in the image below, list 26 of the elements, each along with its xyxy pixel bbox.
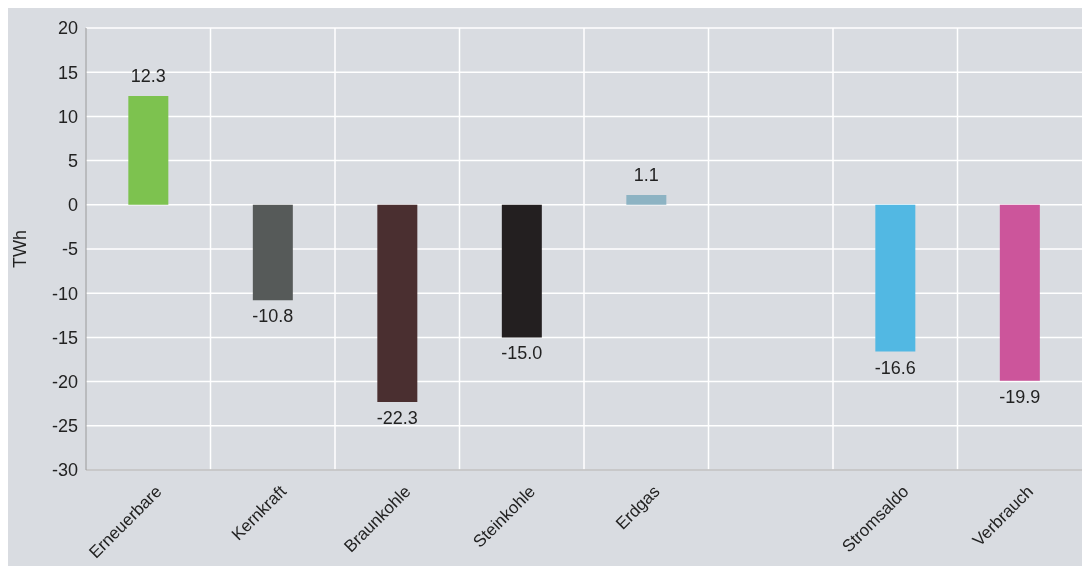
data-label: -16.6: [874, 357, 916, 378]
y-tick-label: -30: [51, 460, 78, 481]
y-tick-label: -5: [61, 239, 78, 260]
data-label: 1.1: [633, 165, 659, 186]
bar: [626, 195, 667, 205]
y-tick-label: -10: [51, 283, 78, 304]
bar: [501, 204, 542, 338]
y-tick-label: -20: [51, 371, 78, 392]
y-tick-label: -15: [51, 327, 78, 348]
bar: [875, 204, 916, 352]
bar: [377, 204, 418, 402]
data-label: -15.0: [501, 343, 543, 364]
data-label: -22.3: [376, 407, 418, 428]
data-label: -10.8: [252, 306, 294, 327]
y-tick-label: 0: [67, 195, 78, 216]
data-label: 12.3: [130, 66, 166, 87]
bar: [128, 96, 169, 205]
bar: [999, 204, 1040, 381]
y-tick-label: -25: [51, 416, 78, 437]
bar: [252, 204, 293, 301]
y-axis-title: TWh: [10, 230, 31, 268]
data-label: -19.9: [999, 386, 1041, 407]
y-tick-label: 20: [57, 18, 78, 39]
y-tick-label: 15: [57, 62, 78, 83]
y-tick-label: 10: [57, 106, 78, 127]
y-tick-label: 5: [67, 150, 78, 171]
